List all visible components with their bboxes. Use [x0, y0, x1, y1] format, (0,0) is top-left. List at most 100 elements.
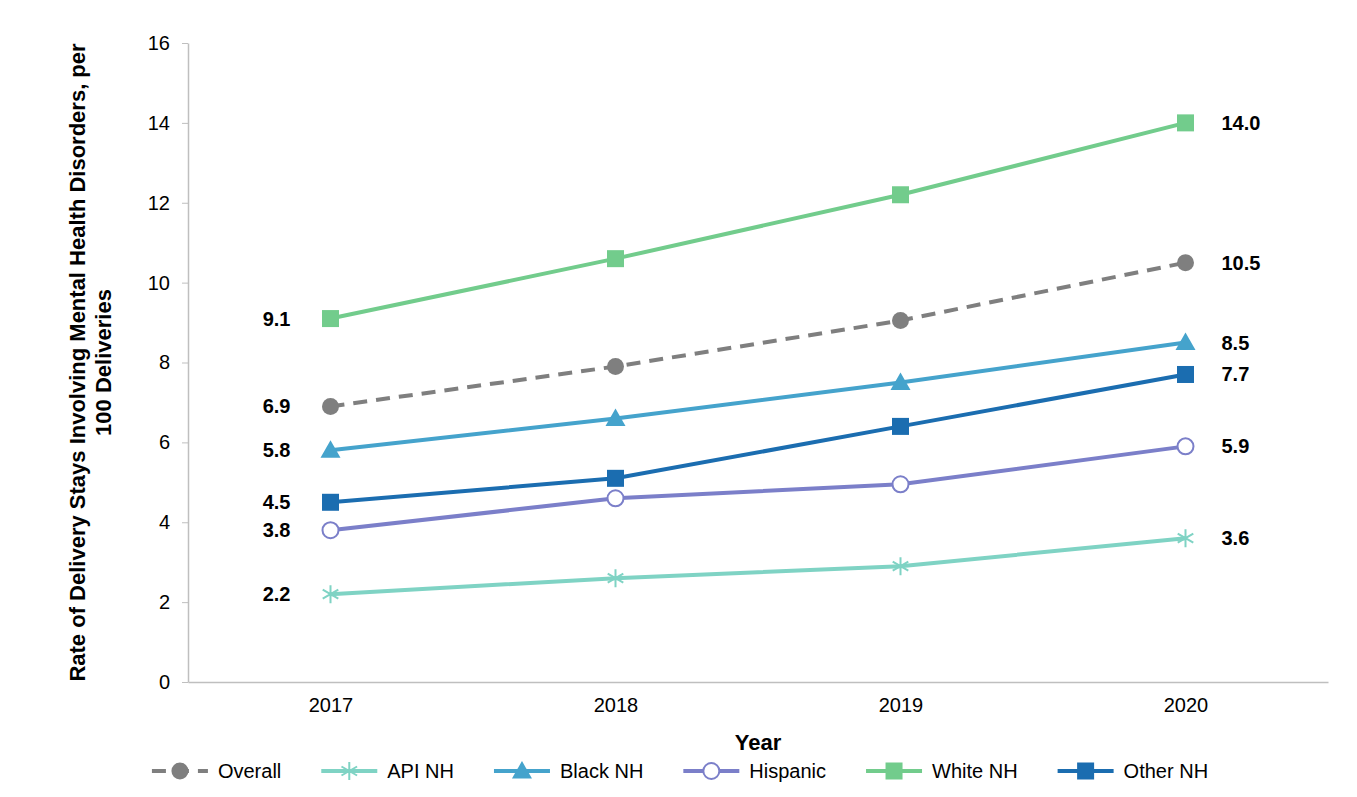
- y-tick: 12: [148, 192, 188, 214]
- x-axis-line: [189, 682, 1329, 684]
- data-point: [322, 310, 339, 327]
- data-point: [322, 398, 339, 415]
- legend-item: API NH: [321, 760, 454, 782]
- legend-swatch-marker: [703, 763, 719, 779]
- y-tick-label: 12: [148, 192, 170, 214]
- y-tick: 6: [159, 431, 188, 453]
- legend-label: White NH: [932, 760, 1018, 782]
- data-point: [892, 418, 909, 435]
- data-label: 9.1: [263, 308, 291, 330]
- legend-label: Other NH: [1124, 760, 1208, 782]
- y-tick: 0: [159, 671, 188, 693]
- y-tick-mark: [182, 363, 188, 364]
- data-point: [1178, 529, 1194, 547]
- y-tick: 16: [148, 32, 188, 54]
- series-line: [331, 374, 1186, 502]
- series-markers: [323, 529, 1194, 603]
- data-point: [321, 440, 341, 458]
- series-line: [331, 123, 1186, 319]
- data-label: 4.5: [263, 491, 291, 513]
- legend-swatch-marker: [886, 763, 903, 780]
- x-tick-label: 2018: [594, 694, 639, 716]
- data-point: [1178, 438, 1194, 454]
- series-markers: [321, 333, 1196, 458]
- data-label: 7.7: [1222, 363, 1250, 385]
- plot-area: [321, 114, 1196, 603]
- series-line: [331, 538, 1186, 594]
- data-point: [608, 490, 624, 506]
- y-tick: 10: [148, 272, 188, 294]
- x-tick: 2020: [1164, 682, 1209, 716]
- legend-label: Overall: [218, 760, 281, 782]
- y-tick-mark: [182, 283, 188, 284]
- data-point: [606, 408, 626, 426]
- data-point: [1177, 114, 1194, 131]
- x-tick: 2017: [309, 682, 354, 716]
- data-point: [323, 585, 339, 603]
- series-line: [331, 263, 1186, 407]
- legend-item: Hispanic: [683, 760, 826, 782]
- data-label: 2.2: [263, 583, 291, 605]
- data-point: [607, 250, 624, 267]
- x-axis-title: Year: [735, 730, 782, 755]
- data-point: [1177, 254, 1194, 271]
- data-label: 5.8: [263, 439, 291, 461]
- data-label: 8.5: [1222, 332, 1250, 354]
- legend-label: Black NH: [560, 760, 643, 782]
- y-axis: 0 2 4 6 8 10 12 14 16: [148, 32, 189, 693]
- data-label: 10.5: [1222, 252, 1261, 274]
- legend-item: Other NH: [1058, 760, 1208, 782]
- y-tick: 4: [159, 511, 188, 533]
- legend-swatch-marker: [512, 761, 532, 779]
- data-label: 3.6: [1222, 527, 1250, 549]
- series-markers: [322, 114, 1194, 327]
- series-markers: [322, 254, 1194, 415]
- x-tick-label: 2020: [1164, 694, 1209, 716]
- x-tick-label: 2019: [879, 694, 924, 716]
- legend-label: Hispanic: [749, 760, 826, 782]
- data-point: [893, 476, 909, 492]
- y-tick-label: 10: [148, 272, 170, 294]
- y-tick-label: 14: [148, 112, 170, 134]
- series-markers: [322, 366, 1194, 511]
- y-tick-mark: [182, 602, 188, 603]
- x-tick: 2018: [594, 682, 639, 716]
- y-tick-label: 6: [159, 431, 170, 453]
- legend-item: White NH: [866, 760, 1018, 782]
- y-tick: 2: [159, 591, 188, 613]
- y-tick-label: 16: [148, 32, 170, 54]
- x-tick-label: 2017: [309, 694, 354, 716]
- data-point: [1176, 333, 1196, 351]
- y-tick-mark: [182, 203, 188, 204]
- data-label: 6.9: [263, 395, 291, 417]
- data-label: 14.0: [1222, 112, 1261, 134]
- legend-swatch-marker: [1077, 763, 1094, 780]
- legend: Overall API NH Black NH Hispanic White NH Oth…: [152, 760, 1208, 782]
- data-label: 5.9: [1222, 435, 1250, 457]
- y-axis-title: Rate of Delivery Stays Involving Mental …: [65, 43, 116, 682]
- y-tick: 14: [148, 112, 188, 134]
- legend-item: Black NH: [494, 760, 643, 782]
- data-point: [323, 522, 339, 538]
- data-point: [607, 358, 624, 375]
- data-point: [892, 186, 909, 203]
- y-tick-mark: [182, 522, 188, 523]
- y-tick-mark: [182, 442, 188, 443]
- data-point: [1177, 366, 1194, 383]
- y-tick-label: 2: [159, 591, 170, 613]
- data-point: [322, 494, 339, 511]
- legend-label: API NH: [387, 760, 454, 782]
- legend-swatch-marker: [341, 762, 357, 780]
- series-markers: [323, 438, 1194, 538]
- data-label: 3.8: [263, 519, 291, 541]
- legend-swatch-marker: [171, 763, 188, 780]
- y-tick-label: 4: [159, 511, 170, 533]
- y-axis-title-line: Rate of Delivery Stays Involving Mental …: [65, 43, 90, 682]
- data-point: [608, 569, 624, 587]
- y-axis-title-line: 100 Deliveries: [91, 289, 116, 436]
- x-tick: 2019: [879, 682, 924, 716]
- y-tick-label: 0: [159, 671, 170, 693]
- x-axis: 2017 2018 2019 2020: [189, 682, 1329, 716]
- y-tick: 8: [159, 351, 188, 373]
- data-point: [893, 557, 909, 575]
